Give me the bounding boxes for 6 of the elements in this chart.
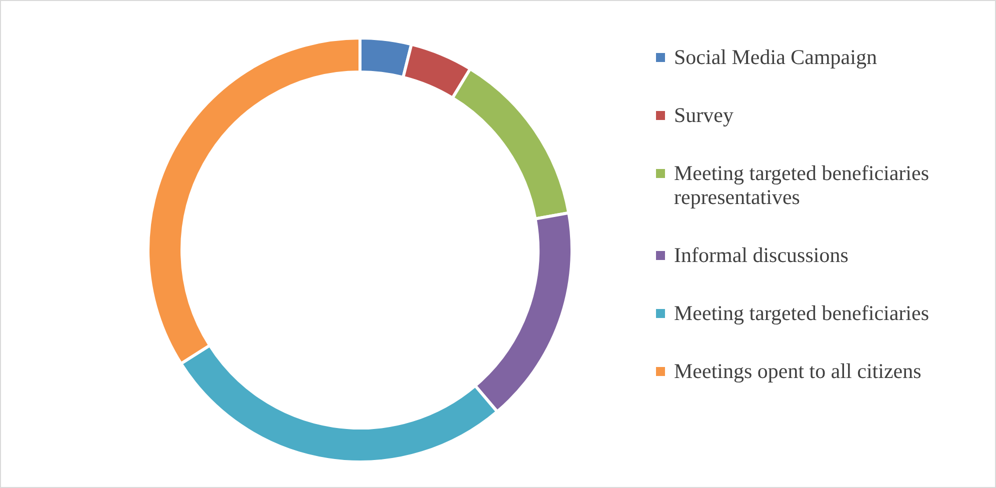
legend-label: Informal discussions <box>674 243 848 267</box>
legend-label: Meeting targeted beneficiaries <box>674 301 929 325</box>
legend-label: Meetings opent to all citizens <box>674 359 922 383</box>
legend-label: Meeting targeted beneficiaries representatives <box>674 161 930 209</box>
legend-label: Social Media Campaign <box>674 45 877 69</box>
legend-label: Survey <box>674 103 734 127</box>
